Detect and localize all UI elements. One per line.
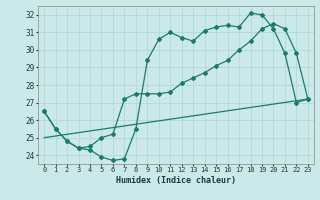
X-axis label: Humidex (Indice chaleur): Humidex (Indice chaleur) bbox=[116, 176, 236, 185]
